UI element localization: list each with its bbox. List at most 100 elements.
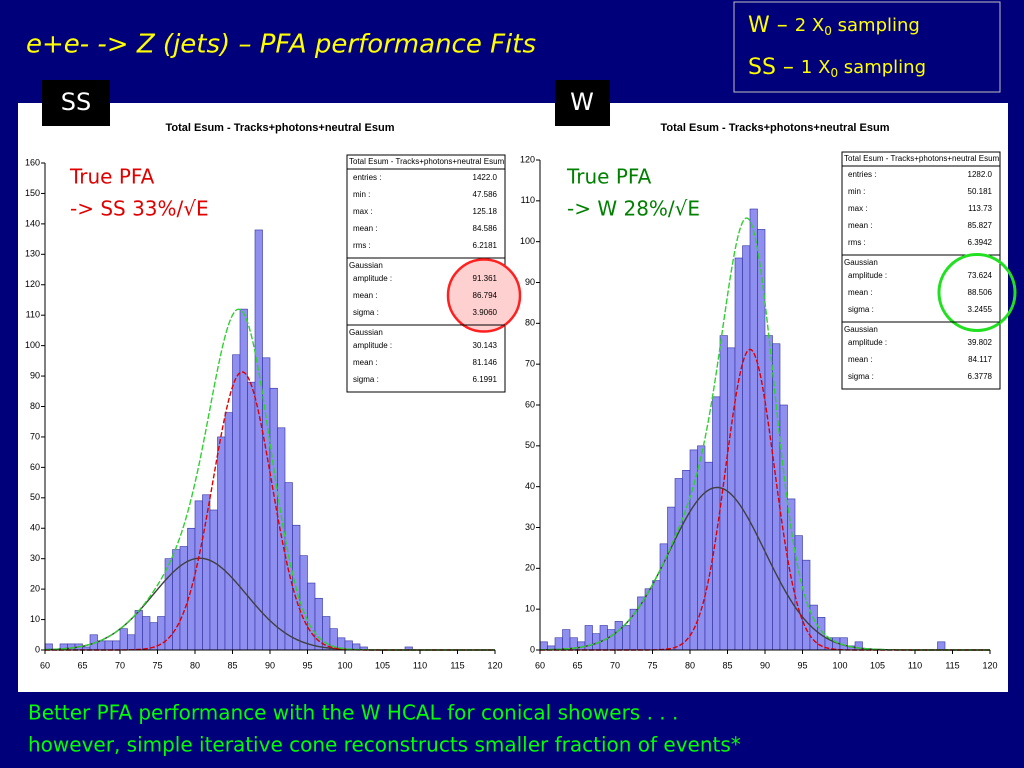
x-tick-label: 75 — [152, 660, 162, 670]
y-tick-label: 130 — [25, 249, 40, 259]
x-tick-label: 120 — [982, 660, 997, 670]
stats-name: entries : — [848, 170, 876, 179]
bar — [232, 354, 241, 651]
stats-value: 3.9060 — [473, 308, 498, 317]
x-tick-label: 100 — [832, 660, 847, 670]
y-tick-label: 80 — [525, 318, 535, 328]
y-tick-label: 140 — [25, 218, 40, 228]
highlight-circle — [937, 253, 1017, 332]
bar — [719, 335, 728, 651]
stats-value: 39.802 — [968, 338, 993, 347]
x-tick-label: 110 — [413, 660, 427, 670]
x-tick-label: 60 — [40, 660, 50, 670]
y-tick-label: 40 — [30, 523, 40, 533]
stats-name: sigma : — [353, 375, 379, 384]
stats-value: 91.361 — [473, 274, 498, 283]
bar — [697, 445, 706, 651]
y-tick-label: 40 — [525, 481, 535, 491]
stats-value: 1422.0 — [473, 173, 498, 182]
tag: W — [570, 88, 594, 116]
stats-box — [841, 151, 1001, 390]
bar — [97, 640, 106, 651]
stats-value: 50.181 — [968, 187, 993, 196]
x-tick-label: 95 — [797, 660, 807, 670]
stats-section: Gaussian — [844, 325, 878, 334]
y-tick-label: 70 — [525, 359, 535, 369]
highlight-circle — [446, 258, 522, 333]
bar — [149, 622, 158, 651]
y-tick-label: 20 — [30, 584, 40, 594]
stats-name: entries : — [353, 173, 381, 182]
bar — [194, 500, 203, 651]
bar — [734, 257, 743, 651]
x-tick-label: 115 — [945, 660, 959, 670]
bar — [119, 628, 128, 651]
legend-box — [733, 1, 1001, 93]
y-tick-label: 100 — [25, 340, 40, 350]
bar — [779, 404, 788, 651]
x-tick-label: 105 — [870, 660, 885, 670]
bar — [787, 498, 796, 651]
bar — [554, 637, 563, 651]
bar — [622, 625, 631, 651]
bar — [599, 625, 608, 651]
x-tick-label: 65 — [77, 660, 87, 670]
stats-value: 85.827 — [968, 221, 993, 230]
bar — [772, 343, 781, 651]
bar — [307, 582, 316, 651]
x-tick-label: 95 — [302, 660, 312, 670]
x-tick-label: 75 — [647, 660, 657, 670]
stats-value: 81.146 — [473, 358, 498, 367]
y-tick-label: 30 — [525, 522, 535, 532]
stats-name: amplitude : — [848, 271, 887, 280]
x-tick-label: 90 — [265, 660, 275, 670]
stats-value: 6.1991 — [473, 375, 498, 384]
x-tick-label: 110 — [908, 660, 922, 670]
stats-value: 30.143 — [473, 341, 498, 350]
y-tick-label: 60 — [525, 399, 535, 409]
x-tick-label: 70 — [610, 660, 620, 670]
stats-title: Total Esum - Tracks+photons+neutral Esum — [349, 157, 505, 166]
stats-name: min : — [848, 187, 865, 196]
stats-name: min : — [353, 190, 370, 199]
bar — [659, 543, 668, 651]
y-tick-label: 10 — [30, 614, 40, 624]
stats-name: mean : — [353, 358, 377, 367]
bar — [727, 347, 736, 651]
x-tick-label: 80 — [685, 660, 695, 670]
bar — [689, 449, 698, 651]
bar — [172, 549, 181, 651]
y-tick-label: 20 — [525, 563, 535, 573]
x-tick-label: 85 — [722, 660, 732, 670]
bar — [269, 387, 278, 651]
legend-label: 2 X — [795, 15, 825, 36]
bar — [667, 506, 676, 651]
y-tick-label: 120 — [520, 154, 535, 164]
stats-value: 73.624 — [968, 271, 993, 280]
bar — [104, 640, 113, 651]
legend-label: sampling — [832, 15, 920, 36]
stats-value: 6.3778 — [968, 372, 993, 381]
bar — [209, 509, 218, 651]
stats-value: 113.73 — [968, 204, 992, 213]
stats-value: 6.2181 — [473, 241, 498, 250]
chart-title: Total Esum - Tracks+photons+neutral Esum — [165, 122, 394, 134]
bar — [314, 597, 323, 651]
y-tick-label: 50 — [30, 492, 40, 502]
bar — [644, 588, 653, 651]
footer-line: however, simple iterative cone reconstru… — [28, 733, 741, 757]
x-tick-label: 120 — [487, 660, 502, 670]
y-tick-label: 110 — [521, 195, 535, 205]
y-tick-label: 150 — [25, 188, 40, 198]
stats-value: 84.586 — [473, 224, 498, 233]
legend-subscript: 0 — [830, 66, 838, 80]
y-tick-label: 160 — [25, 157, 40, 167]
y-tick-label: 0 — [35, 644, 40, 654]
bar — [134, 610, 143, 651]
stats-name: mean : — [848, 288, 872, 297]
y-tick-label: 90 — [30, 370, 40, 380]
bar — [217, 436, 226, 651]
chart: Total Esum - Tracks+photons+neutral Esum… — [520, 122, 1017, 670]
stats-name: mean : — [848, 355, 872, 364]
y-tick-label: 10 — [525, 604, 535, 614]
